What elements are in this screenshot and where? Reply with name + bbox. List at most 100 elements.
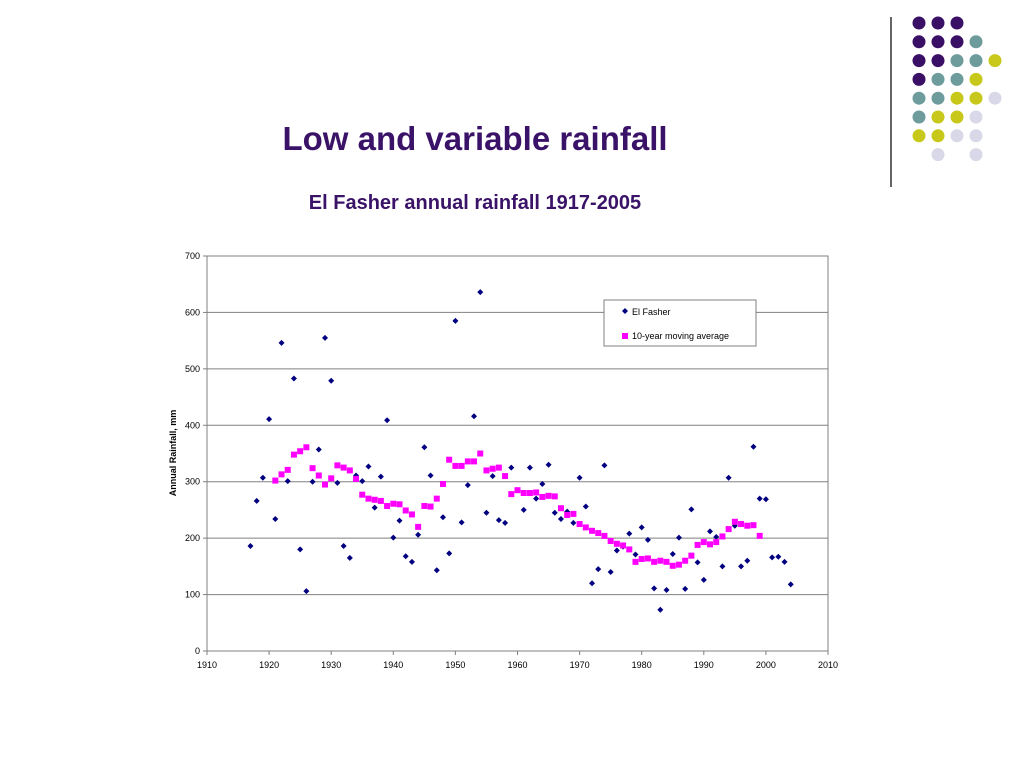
legend-box — [603, 299, 757, 347]
y-tick-label: 500 — [185, 364, 200, 374]
el-fasher-point — [328, 377, 335, 384]
legend-marker-el-fasher — [622, 308, 628, 314]
moving-average-point — [756, 532, 763, 539]
decorative-dot — [988, 54, 1002, 68]
moving-average-point — [663, 558, 670, 565]
moving-average-point — [669, 562, 676, 569]
el-fasher-point — [756, 495, 763, 502]
el-fasher-point — [520, 506, 527, 513]
el-fasher-point — [489, 473, 496, 480]
el-fasher-point — [303, 588, 310, 595]
el-fasher-point — [483, 509, 490, 516]
el-fasher-point — [421, 444, 428, 451]
decorative-dot — [912, 54, 926, 68]
el-fasher-point — [502, 519, 509, 526]
moving-average-point — [365, 495, 372, 502]
el-fasher-point — [762, 496, 769, 503]
moving-average-point — [539, 493, 546, 500]
el-fasher-point — [545, 461, 552, 468]
el-fasher-point — [384, 417, 391, 424]
el-fasher-point — [713, 534, 720, 541]
el-fasher-point — [638, 524, 645, 531]
el-fasher-point — [396, 517, 403, 524]
el-fasher-point — [675, 534, 682, 541]
moving-average-point — [377, 497, 384, 504]
x-tick-label: 1910 — [197, 660, 217, 670]
el-fasher-point — [626, 530, 633, 537]
el-fasher-point — [700, 576, 707, 583]
decorative-dot — [912, 72, 926, 86]
el-fasher-point — [390, 534, 397, 541]
el-fasher-point — [508, 464, 515, 471]
decorative-dot — [969, 72, 983, 86]
el-fasher-point — [533, 495, 540, 502]
decorative-dot — [931, 72, 945, 86]
moving-average-point — [433, 495, 440, 502]
el-fasher-point — [582, 503, 589, 510]
moving-average-point — [607, 537, 614, 544]
decorative-dot — [931, 16, 945, 30]
el-fasher-point — [253, 497, 260, 504]
el-fasher-point — [613, 547, 620, 554]
el-fasher-point — [526, 464, 533, 471]
moving-average-point — [427, 503, 434, 510]
el-fasher-point — [694, 559, 701, 566]
el-fasher-point — [340, 543, 347, 550]
el-fasher-point — [632, 551, 639, 558]
el-fasher-point — [539, 480, 546, 487]
el-fasher-point — [247, 543, 254, 550]
decorative-dot — [931, 129, 945, 143]
moving-average-point — [408, 511, 415, 518]
el-fasher-point — [707, 528, 714, 535]
x-tick-label: 1960 — [507, 660, 527, 670]
x-tick-label: 1920 — [259, 660, 279, 670]
el-fasher-point — [297, 546, 304, 553]
el-fasher-point — [682, 585, 689, 592]
moving-average-point — [638, 556, 645, 563]
el-fasher-point — [750, 443, 757, 450]
el-fasher-point — [446, 550, 453, 557]
moving-average-point — [315, 472, 322, 479]
el-fasher-point — [452, 317, 459, 324]
moving-average-point — [601, 532, 608, 539]
el-fasher-point — [607, 569, 614, 575]
el-fasher-point — [272, 515, 279, 522]
el-fasher-point — [278, 339, 285, 346]
moving-average-point — [526, 490, 533, 496]
moving-average-point — [396, 501, 403, 508]
decorative-dot — [912, 35, 926, 49]
decorative-dot — [969, 129, 983, 143]
moving-average-point — [290, 451, 297, 458]
el-fasher-point — [595, 566, 602, 573]
moving-average-point — [613, 540, 620, 547]
moving-average-point — [595, 530, 602, 537]
decorative-dot — [950, 16, 964, 30]
moving-average-point — [582, 524, 589, 531]
moving-average-point — [750, 522, 757, 529]
moving-average-point — [682, 557, 689, 564]
moving-average-point — [446, 456, 453, 463]
el-fasher-point — [663, 587, 670, 594]
x-tick-label: 1970 — [570, 660, 590, 670]
el-fasher-point — [570, 519, 577, 526]
el-fasher-point — [669, 550, 676, 557]
decorative-dot — [950, 72, 964, 86]
moving-average-point — [321, 481, 328, 488]
el-fasher-point — [644, 536, 651, 543]
decorative-dot — [931, 54, 945, 68]
moving-average-point — [452, 462, 459, 469]
el-fasher-point — [433, 567, 440, 574]
x-tick-label: 2000 — [756, 660, 776, 670]
decorative-dot — [931, 110, 945, 124]
moving-average-point — [700, 539, 707, 546]
y-tick-label: 300 — [185, 477, 200, 487]
el-fasher-point — [576, 474, 583, 481]
moving-average-point — [626, 546, 633, 553]
x-tick-label: 2010 — [818, 660, 838, 670]
el-fasher-point — [439, 514, 446, 521]
el-fasher-point — [371, 504, 378, 511]
el-fasher-point — [775, 553, 782, 560]
decorative-dot — [912, 16, 926, 30]
moving-average-point — [620, 542, 627, 549]
